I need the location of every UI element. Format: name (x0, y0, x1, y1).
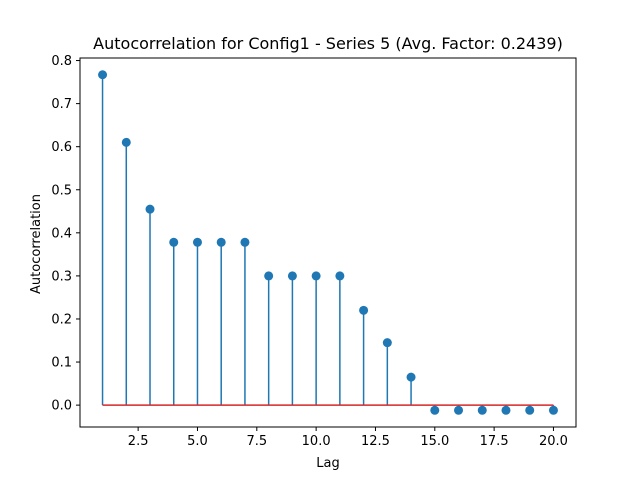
plot-area (98, 70, 558, 415)
y-tick-label: 0.5 (51, 183, 72, 198)
stem-marker (264, 271, 274, 281)
x-tick-label: 10.0 (302, 434, 331, 449)
stem-marker (430, 405, 440, 415)
y-axis: 0.0 0.1 0.2 0.3 0.4 0.5 0.6 0.7 0.8 (51, 54, 80, 414)
x-tick-label: 2.5 (128, 434, 149, 449)
y-tick-label: 0.8 (51, 54, 72, 69)
stem-marker (382, 338, 392, 348)
stem-marker (359, 305, 369, 315)
stem-marker (477, 405, 487, 415)
y-tick-label: 0.0 (51, 399, 72, 414)
x-tick-label: 12.5 (361, 434, 390, 449)
x-tick-label: 20.0 (539, 434, 568, 449)
stem-marker (454, 405, 464, 415)
y-tick-label: 0.3 (51, 269, 72, 284)
y-tick-label: 0.1 (51, 356, 72, 371)
stem-marker (192, 237, 202, 247)
stem-marker (240, 237, 250, 247)
stem-marker (121, 137, 131, 147)
x-tick-label: 15.0 (420, 434, 449, 449)
stem-marker (169, 237, 179, 247)
y-tick-label: 0.2 (51, 312, 72, 327)
stem-marker (525, 405, 535, 415)
y-tick-label: 0.7 (51, 97, 72, 112)
stem-marker (548, 405, 558, 415)
stem-marker (311, 271, 321, 281)
x-axis: 2.5 5.0 7.5 10.0 12.5 15.0 17.5 20.0 (128, 427, 568, 449)
stem-marker (501, 405, 511, 415)
y-tick-label: 0.4 (51, 226, 72, 241)
x-tick-label: 5.0 (187, 434, 208, 449)
y-tick-label: 0.6 (51, 140, 72, 155)
stem-marker (335, 271, 345, 281)
stem-marker (145, 204, 155, 214)
x-tick-label: 7.5 (246, 434, 267, 449)
stem-marker (406, 372, 416, 382)
stem-marker (98, 70, 108, 80)
x-tick-label: 17.5 (480, 434, 509, 449)
x-axis-label: Lag (316, 456, 339, 471)
y-axis-label: Autocorrelation (29, 194, 44, 294)
chart-title: Autocorrelation for Config1 - Series 5 (… (93, 34, 563, 53)
plot-frame (79, 57, 577, 428)
stem-marker (216, 237, 226, 247)
stem-marker (287, 271, 297, 281)
